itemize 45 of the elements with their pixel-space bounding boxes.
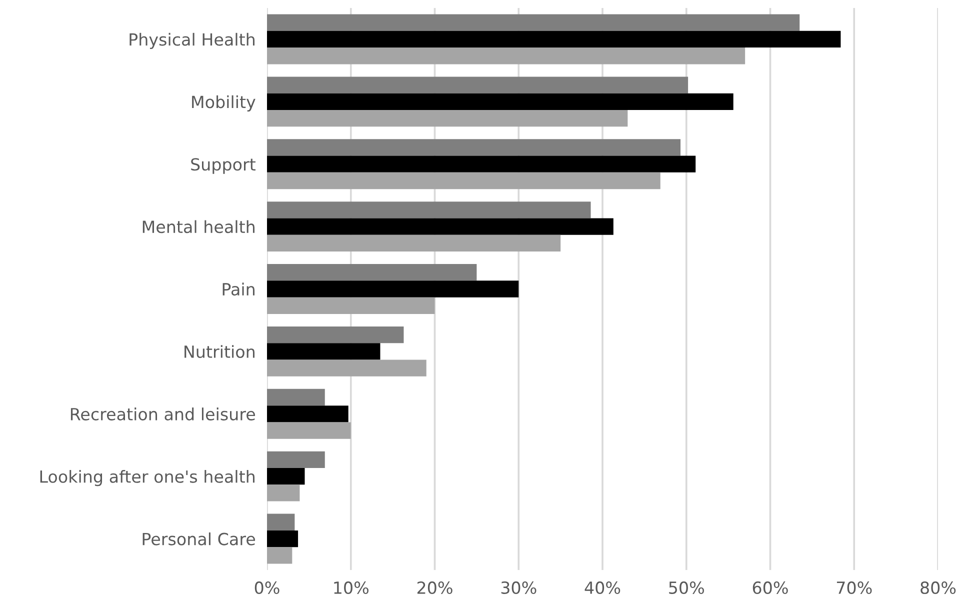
bar [267, 280, 519, 298]
bar [267, 406, 348, 422]
y-tick-label: Mobility [192, 95, 256, 112]
y-tick-label: Pain [222, 282, 254, 296]
bar [267, 530, 298, 548]
bar [267, 484, 300, 502]
bar [267, 156, 696, 172]
bar [267, 468, 305, 485]
x-tick-label: 20% [417, 581, 452, 594]
x-tick-label: 50% [669, 581, 704, 594]
bar [267, 297, 435, 314]
bar [267, 234, 561, 252]
y-tick-label: Support [191, 158, 256, 174]
bar [267, 326, 404, 344]
bar [267, 422, 351, 439]
bar [267, 76, 688, 94]
x-tick-label: 10% [334, 581, 368, 594]
bar [267, 14, 800, 31]
y-tick-label: Looking after one's health [40, 470, 254, 486]
bar [267, 547, 292, 564]
y-tick-label: Nutrition [184, 345, 254, 358]
x-tick-label: 60% [752, 581, 788, 594]
y-tick-label: Mental health [142, 220, 254, 234]
bar [267, 218, 614, 235]
bar [267, 343, 380, 360]
bar [267, 93, 734, 110]
bar [267, 264, 477, 281]
bar [267, 514, 295, 530]
bar [267, 202, 591, 218]
bar [267, 139, 681, 156]
x-tick-label: 40% [584, 581, 620, 594]
x-tick-label: 0% [254, 581, 280, 594]
bar [267, 48, 746, 64]
bar [267, 388, 325, 406]
y-tick-label: Physical Health [130, 32, 254, 50]
bar [267, 172, 660, 190]
x-tick-label: 70% [836, 581, 872, 594]
bar [267, 451, 325, 468]
y-tick-label: Recreation and leisure [70, 408, 255, 420]
y-tick-label: Personal Care [142, 532, 256, 546]
x-tick-label: 30% [501, 581, 536, 594]
bar [267, 360, 426, 376]
bar [267, 110, 628, 127]
bar [267, 30, 841, 48]
x-tick-label: 80% [920, 581, 956, 594]
